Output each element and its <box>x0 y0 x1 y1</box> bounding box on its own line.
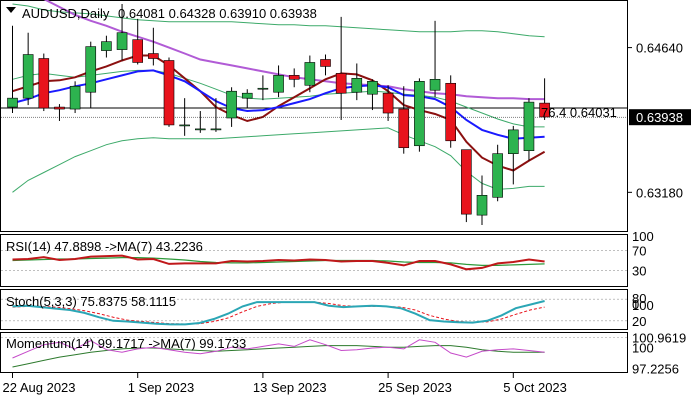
last-price-box <box>629 109 691 126</box>
main-panel <box>0 0 628 232</box>
momentum-tick-label: 100 <box>632 341 654 356</box>
dropdown-triangle-icon[interactable] <box>6 7 16 13</box>
candle-body <box>320 59 331 67</box>
candle-body <box>132 39 143 63</box>
stoch-tick-label: 100 <box>632 298 654 313</box>
candle-body <box>367 81 378 95</box>
candle-body <box>54 106 65 110</box>
candle-body <box>69 85 81 110</box>
bollinger-upper-line <box>12 3 545 38</box>
candle-body <box>382 92 394 114</box>
candle-body <box>163 60 175 126</box>
candle-body <box>273 75 284 93</box>
rsi-tick-label: 100 <box>632 229 654 244</box>
momentum-label: Momentum(14) 99.1717 ->MA(7) 99.1733 <box>6 336 246 351</box>
rsi-label: RSI(14) 47.8898 ->MA(7) 43.2236 <box>6 239 203 254</box>
stoch-tick-label: 0 <box>632 297 639 312</box>
candle-body <box>101 41 112 51</box>
fib-label: 76.4 0.64031 <box>541 105 617 120</box>
momentum-tick-label: 97.2256 <box>632 361 679 376</box>
chart-title: AUDUSD,Daily <box>22 6 110 21</box>
candle-body <box>304 62 316 86</box>
x-tick-label: 1 Sep 2023 <box>128 380 195 395</box>
candle-body <box>445 82 457 142</box>
candle-body <box>257 87 269 90</box>
candle-body <box>226 90 237 119</box>
candle-body <box>148 53 159 59</box>
stoch-panel <box>0 289 628 330</box>
candle-body <box>38 58 50 109</box>
candle-body <box>351 78 363 93</box>
momentum-line <box>12 339 545 359</box>
ohlc-readout: 0.64081 0.64328 0.63910 0.63938 <box>118 6 317 21</box>
rsi-tick-label: 70 <box>632 244 646 259</box>
candle-body <box>398 108 410 149</box>
candle-body <box>476 195 488 216</box>
last-price-label: 0.63938 <box>636 110 683 125</box>
price-tick-label: 0.63180 <box>636 185 683 200</box>
x-tick-label: 5 Oct 2023 <box>503 380 567 395</box>
stoch-k-line <box>12 300 545 326</box>
candle-body <box>7 97 18 108</box>
stoch-tick-label: 80 <box>632 291 646 306</box>
candle-body <box>288 75 300 80</box>
candle-body <box>179 124 190 127</box>
stoch-label: Stoch(5,3,3) 75.8375 58.1115 <box>6 294 176 309</box>
x-tick-label: 13 Sep 2023 <box>253 380 327 395</box>
momentum-tick-label: 100.9619 <box>632 331 686 346</box>
candle-body <box>429 79 441 91</box>
candle-body <box>335 73 347 94</box>
candle-body <box>523 101 535 151</box>
candle-body <box>116 32 128 50</box>
bollinger-lower-line <box>12 127 545 193</box>
momentum-ma-line <box>12 345 545 368</box>
candle-body <box>539 102 550 118</box>
candle-body <box>195 128 206 131</box>
x-tick-label: 22 Aug 2023 <box>3 380 76 395</box>
candle-body <box>414 81 425 147</box>
candle-body <box>22 54 34 99</box>
rsi-ma-line <box>12 257 545 266</box>
x-tick-label: 25 Sep 2023 <box>378 380 452 395</box>
stoch-tick-label: 20 <box>632 314 646 329</box>
candle-body <box>492 153 503 198</box>
rsi-tick-label: 30 <box>632 263 646 278</box>
rsi-line <box>12 254 545 271</box>
price-tick-label: 0.64640 <box>636 41 683 56</box>
candle-body <box>85 46 97 93</box>
candle-body <box>241 92 253 99</box>
candle-body <box>461 149 472 215</box>
candle-body <box>210 128 222 131</box>
candle-body <box>507 129 519 154</box>
